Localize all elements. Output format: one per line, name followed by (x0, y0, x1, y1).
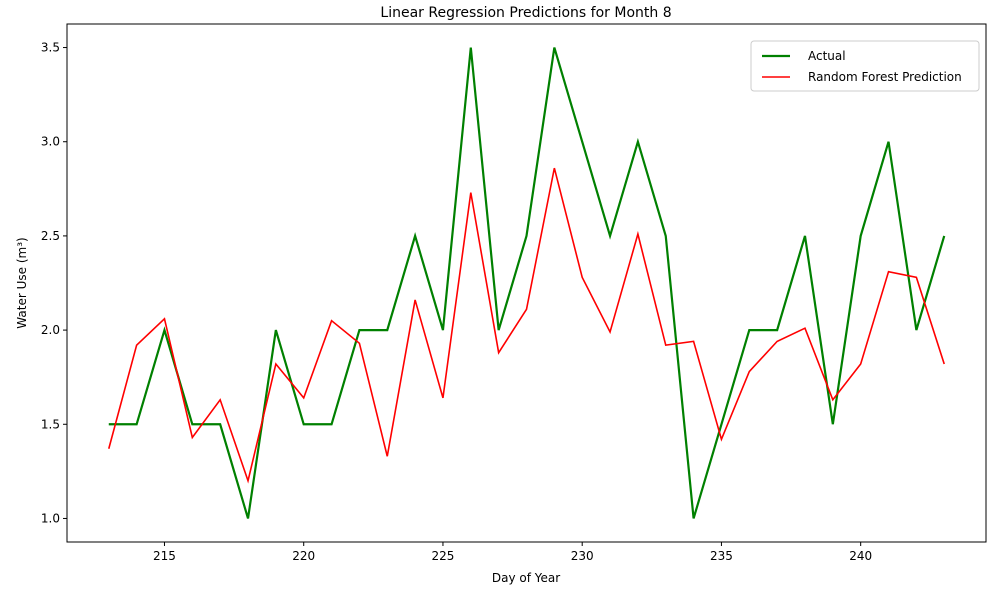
legend-label-prediction: Random Forest Prediction (808, 70, 962, 84)
x-tick-label: 225 (432, 549, 455, 563)
x-tick-label: 230 (571, 549, 594, 563)
x-tick-label: 215 (153, 549, 176, 563)
legend-label-actual: Actual (808, 49, 846, 63)
x-tick-label: 240 (849, 549, 872, 563)
y-tick-label: 1.5 (41, 417, 60, 431)
y-tick-label: 3.0 (41, 135, 60, 149)
x-axis-label: Day of Year (492, 571, 560, 585)
chart-title: Linear Regression Predictions for Month … (380, 5, 671, 21)
y-tick-label: 2.0 (41, 323, 60, 337)
y-tick-label: 3.5 (41, 41, 60, 55)
y-tick-label: 2.5 (41, 229, 60, 243)
x-tick-label: 220 (292, 549, 315, 563)
y-axis-label: Water Use (m³) (15, 237, 29, 328)
legend: Actual Random Forest Prediction (751, 41, 979, 91)
y-tick-label: 1.0 (41, 511, 60, 525)
x-tick-label: 235 (710, 549, 733, 563)
